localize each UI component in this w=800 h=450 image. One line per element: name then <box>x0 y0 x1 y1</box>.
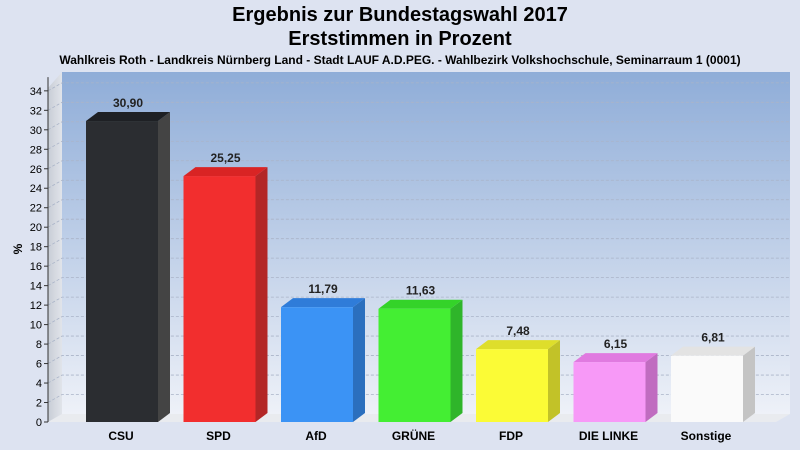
chart-title-line2: Erststimmen in Prozent <box>288 28 512 50</box>
bar-front <box>281 307 353 422</box>
bar-top <box>86 112 170 122</box>
x-axis-categories: CSU SPD AfD GRÜNE FDP DIE LINKE Sonstige <box>108 428 731 443</box>
bar-side <box>158 112 170 422</box>
data-label: 6,81 <box>701 331 725 345</box>
gridline <box>47 101 790 111</box>
y-tick-label: 10 <box>30 320 42 332</box>
gridline <box>47 257 790 267</box>
x-tick-label: GRÜNE <box>392 428 435 443</box>
bar-side <box>548 340 560 422</box>
bar-side <box>255 167 268 422</box>
y-tick-label: 14 <box>30 281 42 293</box>
x-tick-label: SPD <box>206 429 231 443</box>
gridline <box>47 277 790 286</box>
bar-side <box>353 298 365 422</box>
bar-front <box>573 362 646 422</box>
bar-top <box>281 298 365 308</box>
bar-side <box>450 299 463 422</box>
y-tick-label: 20 <box>30 222 42 234</box>
data-label: 11,63 <box>406 284 436 298</box>
bar-fdp <box>476 340 560 422</box>
y-tick-label: 0 <box>36 417 42 429</box>
bar-csu <box>86 112 170 422</box>
bar-top <box>671 346 755 356</box>
chart-subtitle: Wahlkreis Roth - Landkreis Nürnberg Land… <box>59 53 741 67</box>
bar-top <box>476 340 560 350</box>
gridline <box>47 160 790 170</box>
bar-front <box>476 349 548 422</box>
chart-title: Ergebnis zur Bundestagswahl 2017 <box>232 4 568 26</box>
bar-die-linke <box>573 353 658 422</box>
x-tick-label: DIE LINKE <box>579 429 638 443</box>
y-tick-label: 32 <box>30 105 42 117</box>
y-tick-label: 30 <box>30 125 42 137</box>
bar-afd <box>281 298 365 422</box>
x-tick-label: FDP <box>499 429 523 443</box>
bars <box>86 112 755 422</box>
y-tick-label: 18 <box>30 242 42 254</box>
data-label: 11,79 <box>308 282 338 296</box>
x-tick-label: CSU <box>108 429 133 443</box>
gridline <box>47 296 790 306</box>
gridline <box>47 179 790 189</box>
data-label: 6,15 <box>604 337 628 351</box>
bar-front <box>86 121 158 422</box>
bar-spd <box>183 167 268 422</box>
bar-top <box>573 353 658 363</box>
bar-front <box>378 308 451 422</box>
gridline <box>47 140 790 150</box>
gridline <box>47 199 790 209</box>
y-tick-label: 26 <box>30 164 42 176</box>
bar-top <box>378 299 463 309</box>
bar-front <box>183 176 256 422</box>
gridline <box>47 121 790 131</box>
gridline <box>47 218 790 228</box>
data-label: 7,48 <box>506 324 530 338</box>
y-tick-label: 6 <box>36 359 42 371</box>
y-tick-label: 8 <box>36 339 42 351</box>
bar-sonstige <box>671 346 755 422</box>
x-tick-label: Sonstige <box>681 429 732 443</box>
data-label: 25,25 <box>210 151 240 165</box>
y-tick-label: 16 <box>30 261 42 273</box>
data-labels: 30,90 25,25 11,79 11,63 7,48 6,15 6,81 <box>113 96 725 351</box>
y-tick-label: 24 <box>30 183 42 195</box>
bar-side <box>645 353 658 422</box>
y-tick-label: 28 <box>30 144 42 156</box>
gridlines <box>47 82 790 403</box>
gridline <box>47 335 790 345</box>
x-tick-label: AfD <box>305 429 327 443</box>
y-tick-label: 22 <box>30 203 42 215</box>
data-label: 30,90 <box>113 96 143 110</box>
y-tick-label: 2 <box>36 398 42 410</box>
gridline <box>47 238 790 248</box>
y-axis-label: % <box>11 243 25 254</box>
bar-front <box>671 355 743 422</box>
plot-left-wall <box>48 72 62 422</box>
y-tick-label: 12 <box>30 300 42 312</box>
gridline <box>47 82 790 92</box>
bar-top <box>183 167 268 177</box>
gridline <box>47 316 790 325</box>
bar-side <box>743 346 755 422</box>
y-tick-label: 34 <box>30 86 42 98</box>
bar-grüne <box>378 299 463 422</box>
y-tick-label: 4 <box>36 378 42 390</box>
